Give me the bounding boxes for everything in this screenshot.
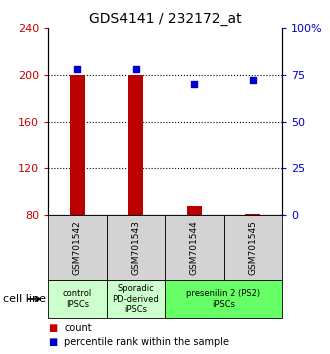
Point bbox=[133, 66, 138, 72]
Text: GSM701543: GSM701543 bbox=[131, 220, 140, 275]
Bar bbox=[107, 215, 165, 280]
Bar bbox=[128, 75, 143, 215]
Text: GSM701545: GSM701545 bbox=[248, 220, 257, 275]
Bar bbox=[107, 280, 165, 318]
Text: ■: ■ bbox=[48, 323, 57, 333]
Text: control
IPSCs: control IPSCs bbox=[63, 289, 92, 309]
Text: GDS4141 / 232172_at: GDS4141 / 232172_at bbox=[89, 12, 241, 26]
Text: percentile rank within the sample: percentile rank within the sample bbox=[64, 337, 229, 347]
Bar bbox=[165, 280, 282, 318]
Bar bbox=[223, 215, 282, 280]
Point bbox=[250, 78, 255, 83]
Text: ■: ■ bbox=[48, 337, 57, 347]
Bar bbox=[187, 206, 202, 215]
Text: count: count bbox=[64, 323, 92, 333]
Bar bbox=[165, 215, 223, 280]
Text: Sporadic
PD-derived
iPSCs: Sporadic PD-derived iPSCs bbox=[113, 284, 159, 314]
Point bbox=[75, 66, 80, 72]
Bar bbox=[48, 280, 107, 318]
Text: GSM701542: GSM701542 bbox=[73, 220, 82, 275]
Bar bbox=[70, 75, 84, 215]
Text: cell line: cell line bbox=[3, 294, 46, 304]
Point bbox=[192, 81, 197, 87]
Text: GSM701544: GSM701544 bbox=[190, 220, 199, 275]
Bar bbox=[246, 214, 260, 215]
Bar bbox=[48, 215, 107, 280]
Text: presenilin 2 (PS2)
iPSCs: presenilin 2 (PS2) iPSCs bbox=[186, 289, 261, 309]
